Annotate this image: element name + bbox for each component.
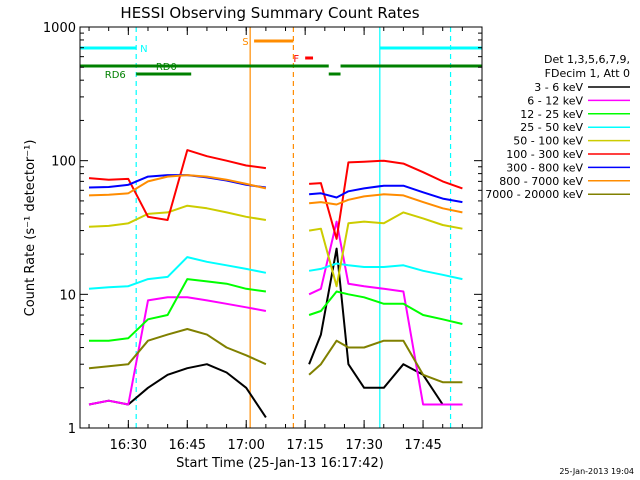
x-axis: 16:30 16:45 17:00 17:15 17:30 17:45 [88,27,483,453]
y-tick-label: 1000 [43,21,76,36]
x-axis-label: Start Time (25-Jan-13 16:17:42) [176,456,384,471]
annotation-layer: N RD0 RD6 S F [80,37,482,81]
x-tick-label: 17:45 [404,438,441,453]
series-line [88,220,463,406]
series-line [88,174,463,214]
state-label: N [140,44,147,55]
state-label: RD0 [156,62,177,73]
y-axis: 1 10 100 1000 [43,21,482,437]
x-tick-label: 17:30 [345,438,382,453]
y-tick-label: 100 [51,155,76,170]
legend-label: 25 - 50 keV [520,121,583,134]
legend-label: 300 - 800 keV [506,161,583,174]
legend-label: 50 - 100 keV [513,135,583,148]
time-markers [135,27,452,428]
legend-label: 6 - 12 keV [527,94,583,107]
series-layer [88,149,463,418]
x-tick-label: 16:45 [169,438,206,453]
legend-header-line-1: Det 1,3,5,6,7,9, [544,53,630,66]
series-line [88,174,463,204]
x-tick-label: 17:00 [227,438,264,453]
legend-label: 3 - 6 keV [534,81,583,94]
x-tick-label: 17:15 [286,438,323,453]
legend: Det 1,3,5,6,7,9, FDecim 1, Att 0 3 - 6 k… [485,53,630,201]
legend-label: 100 - 300 keV [506,148,583,161]
series-line [88,256,463,290]
x-tick-label: 16:30 [110,438,147,453]
legend-label: 800 - 7000 keV [499,175,583,188]
series-line [89,278,463,342]
state-label: RD6 [105,70,126,81]
plot-frame [79,26,483,429]
y-tick-label: 10 [59,288,76,303]
legend-header-line-2: FDecim 1, Att 0 [545,67,630,80]
legend-label: 12 - 25 keV [520,108,583,121]
legend-label: 7000 - 20000 keV [485,188,583,201]
series-line [88,149,463,240]
footer-date: 25-Jan-2013 19:04 [559,467,634,476]
y-tick-label: 1 [68,422,76,437]
chart-title: HESSI Observing Summary Count Rates [120,4,419,22]
series-line [88,328,463,384]
series-line [88,204,463,288]
y-axis-label: Count Rate (s⁻¹ detector⁻¹) [23,140,38,317]
series-line [88,247,463,418]
state-label: S [242,37,248,48]
state-label: F [293,54,299,65]
